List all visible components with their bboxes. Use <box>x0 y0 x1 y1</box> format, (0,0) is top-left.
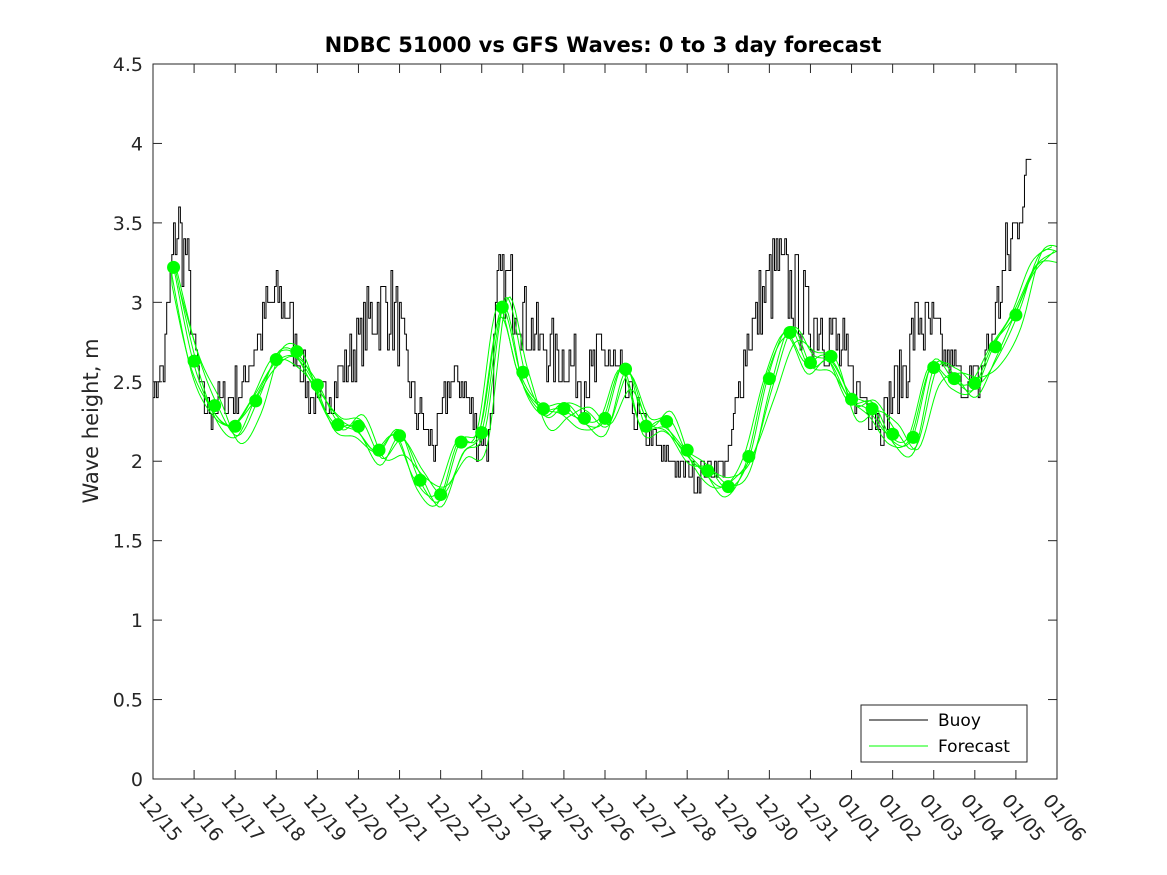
y-tick-label: 2.5 <box>113 372 143 394</box>
legend-box <box>860 704 1028 763</box>
forecast-point <box>639 419 653 433</box>
forecast-point <box>393 429 407 443</box>
forecast-point <box>516 365 530 379</box>
forecast-point <box>742 449 756 463</box>
forecast-point <box>803 356 817 370</box>
forecast-point <box>762 372 776 386</box>
y-tick-label: 0 <box>131 769 143 791</box>
forecast-point <box>701 464 715 478</box>
legend-label-forecast: Forecast <box>938 737 1010 757</box>
forecast-point <box>968 376 982 390</box>
forecast-point <box>167 260 181 274</box>
forecast-point <box>721 480 735 494</box>
forecast-point <box>1009 308 1023 322</box>
y-tick-label: 4 <box>131 133 143 155</box>
forecast-point <box>208 399 222 413</box>
forecast-point <box>228 419 242 433</box>
forecast-point <box>310 378 324 392</box>
forecast-point <box>331 418 345 432</box>
forecast-point <box>619 362 633 376</box>
y-tick-label: 2 <box>131 451 143 473</box>
legend: Buoy Forecast <box>860 704 1028 763</box>
forecast-point <box>906 430 920 444</box>
forecast-point <box>290 345 304 359</box>
forecast-point <box>577 411 591 425</box>
forecast-point <box>372 443 386 457</box>
y-tick-label: 3.5 <box>113 213 143 235</box>
y-tick-label: 4.5 <box>113 54 143 76</box>
forecast-point <box>783 326 797 340</box>
forecast-ensemble-line <box>170 246 1053 497</box>
buoy-line <box>153 158 1032 494</box>
buoy-series <box>153 158 1032 494</box>
forecast-point <box>536 402 550 416</box>
y-axis-label: Wave height, m <box>79 338 103 503</box>
forecast-point <box>187 354 201 368</box>
forecast-point <box>947 372 961 386</box>
forecast-ensemble-line <box>176 248 1058 495</box>
forecast-point <box>557 402 571 416</box>
y-axis-ticks: 0 0.5 1 1.5 2 2.5 3 3.5 4 4.5 <box>113 54 1057 791</box>
y-tick-label: 1 <box>131 610 143 632</box>
forecast-point <box>269 353 283 367</box>
forecast-point <box>927 360 941 374</box>
forecast-point <box>413 473 427 487</box>
forecast-point <box>865 402 879 416</box>
forecast-point <box>598 411 612 425</box>
chart-title: NDBC 51000 vs GFS Waves: 0 to 3 day fore… <box>325 33 882 57</box>
forecast-point <box>495 300 509 314</box>
y-tick-label: 0.5 <box>113 690 143 712</box>
forecast-point <box>886 427 900 441</box>
forecast-point <box>680 443 694 457</box>
forecast-point <box>249 394 263 408</box>
forecast-point <box>351 419 365 433</box>
y-tick-label: 1.5 <box>113 531 143 553</box>
forecast-ensemble-line <box>178 244 1058 489</box>
legend-label-buoy: Buoy <box>938 711 981 731</box>
y-tick-label: 3 <box>131 292 143 314</box>
forecast-point <box>824 349 838 363</box>
forecast-point <box>845 392 859 406</box>
forecast-markers <box>167 260 1023 502</box>
forecast-point <box>475 426 489 440</box>
forecast-point <box>988 340 1002 354</box>
forecast-point <box>454 435 468 449</box>
forecast-point <box>660 415 674 428</box>
forecast-point <box>434 488 448 502</box>
